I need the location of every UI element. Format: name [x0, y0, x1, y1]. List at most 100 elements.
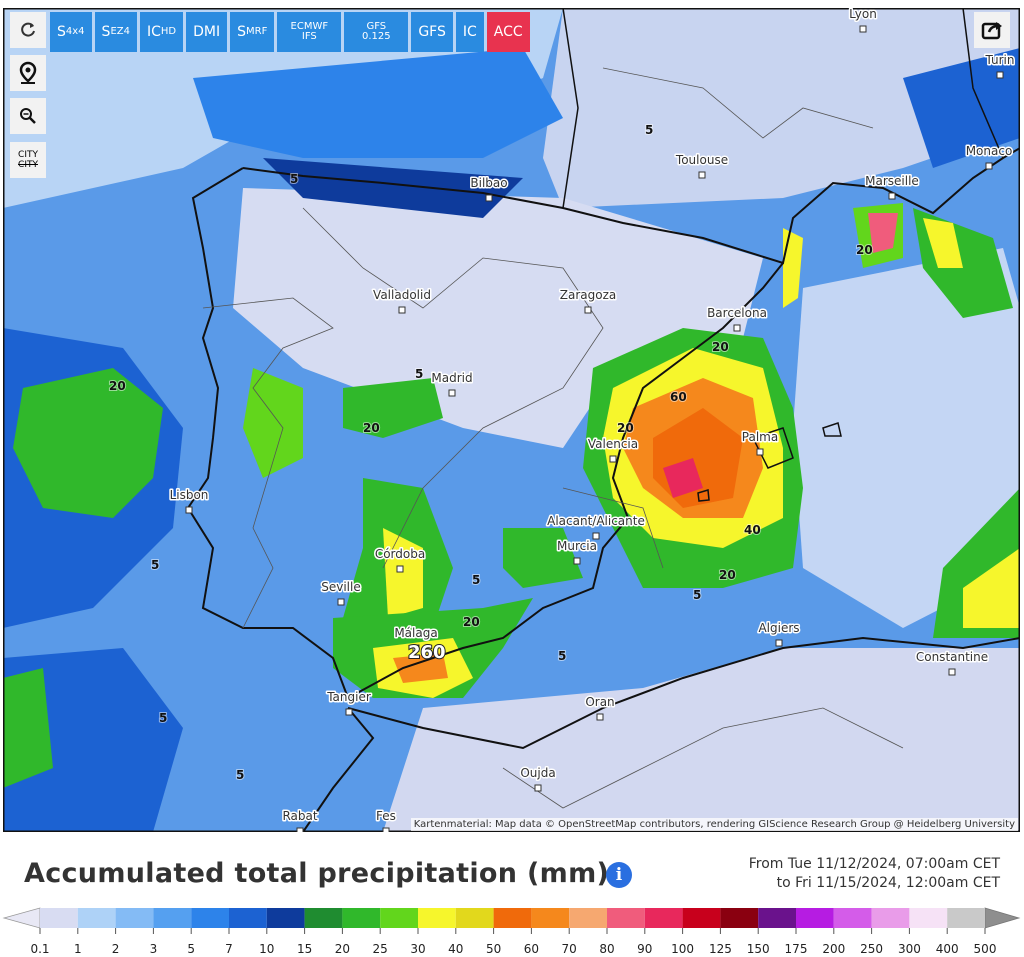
- contour-label: 5: [472, 573, 480, 587]
- info-button[interactable]: i: [606, 862, 632, 888]
- city-marker: [448, 389, 456, 397]
- legend-swatch: [720, 908, 759, 928]
- legend-label: 30: [410, 942, 425, 956]
- contour-label: 5: [290, 172, 298, 186]
- model-button[interactable]: GFS: [411, 12, 453, 52]
- contour-label: 20: [363, 421, 380, 435]
- model-button[interactable]: GFS 0.125: [344, 12, 409, 52]
- legend-label: 15: [297, 942, 312, 956]
- city-label: Lyon: [849, 8, 877, 21]
- city-marker: [609, 455, 617, 463]
- city-marker: [573, 557, 581, 565]
- city-label: Murcia: [557, 539, 597, 553]
- city-marker: [888, 192, 896, 200]
- legend-label: 40: [448, 942, 463, 956]
- model-button[interactable]: IC HD: [139, 12, 184, 52]
- zoom-out-button[interactable]: [10, 98, 46, 134]
- contour-label: 5: [645, 123, 653, 137]
- model-button[interactable]: DMI: [186, 12, 228, 52]
- city-label: Zaragoza: [560, 288, 616, 302]
- city-toggle-off: CITY: [18, 160, 38, 170]
- legend-swatch: [342, 908, 381, 928]
- legend-label: 80: [599, 942, 614, 956]
- legend-swatch: [418, 908, 456, 928]
- legend-swatch: [871, 908, 910, 928]
- city-marker: [948, 668, 956, 676]
- legend-swatch: [569, 908, 607, 928]
- model-name: S: [237, 23, 246, 40]
- city-marker: [775, 639, 783, 647]
- city-toggle-on: CITY: [18, 150, 38, 160]
- model-sub: EZ4: [110, 25, 130, 37]
- model-name: ECMWF IFS: [290, 20, 329, 42]
- contour-label: 5: [236, 768, 244, 782]
- legend-swatch: [153, 908, 192, 928]
- city-marker: [859, 25, 867, 33]
- city-label: Valladolid: [373, 288, 431, 302]
- city-label: Fes: [376, 809, 396, 823]
- refresh-button[interactable]: [10, 12, 46, 48]
- legend-label: 5: [187, 942, 195, 956]
- legend-label: 500: [974, 942, 997, 956]
- location-button[interactable]: [10, 55, 46, 91]
- legend-swatch: [758, 908, 796, 928]
- legend-swatch: [607, 908, 645, 928]
- city-label: Málaga: [394, 626, 437, 640]
- contour-label: 20: [719, 568, 736, 582]
- legend-label: 3: [150, 942, 158, 956]
- contour-label: 5: [693, 588, 701, 602]
- city-label: Madrid: [431, 371, 472, 385]
- city-marker: [592, 532, 600, 540]
- city-marker: [985, 162, 993, 170]
- model-name: GFS 0.125: [362, 20, 391, 42]
- legend-swatch: [644, 908, 683, 928]
- model-button[interactable]: IC: [455, 12, 484, 52]
- city-label: Palma: [742, 430, 778, 444]
- model-button[interactable]: S 4x4: [50, 12, 92, 52]
- legend-label: 25: [373, 942, 388, 956]
- legend-swatch: [77, 908, 116, 928]
- city-label: Oran: [585, 695, 614, 709]
- contour-label: 5: [159, 711, 167, 725]
- contour-label: 20: [109, 379, 126, 393]
- city-label: Bilbao: [470, 176, 507, 190]
- legend-swatch: [682, 908, 721, 928]
- map: Lyon Turin Monaco Toulouse Bilbao Marseille Va…: [3, 8, 1020, 832]
- city-label: Valencia: [588, 437, 638, 451]
- model-button[interactable]: ACC: [486, 12, 530, 52]
- city-marker: [185, 506, 193, 514]
- city-label: Córdoba: [375, 547, 425, 561]
- legend-low-arrow: [2, 907, 41, 929]
- legend-swatch: [266, 908, 305, 928]
- period-from: From Tue 11/12/2024, 07:00am CET: [748, 856, 1000, 872]
- model-sub: 4x4: [65, 25, 85, 37]
- legend-label: 2: [112, 942, 120, 956]
- contour-label: 5: [415, 367, 423, 381]
- legend-swatch: [796, 908, 834, 928]
- model-sub: HD: [160, 25, 177, 37]
- city-marker: [337, 598, 345, 606]
- model-name: DMI: [193, 23, 221, 40]
- city-label: Barcelona: [707, 306, 767, 320]
- contour-label: 5: [151, 558, 159, 572]
- model-button[interactable]: S EZ4: [94, 12, 137, 52]
- city-label: Constantine: [916, 650, 988, 664]
- city-toggle[interactable]: CITY CITY: [10, 142, 46, 178]
- legend-label: 70: [562, 942, 577, 956]
- legend-swatch: [455, 908, 494, 928]
- legend-scale: 0.1 1 2 3 5 7 10 15 20 25 30 40 50 60 70 80 90 100 125 150 1…: [2, 907, 1021, 956]
- legend-swatch: [531, 908, 570, 928]
- legend-title: Accumulated total precipitation (mm): [24, 858, 610, 889]
- city-marker: [382, 827, 390, 832]
- model-button[interactable]: S MRF: [230, 12, 275, 52]
- contour-label: 20: [463, 615, 480, 629]
- period: From Tue 11/12/2024, 07:00am CET to Fri …: [749, 855, 1000, 893]
- attribution: Kartenmaterial: Map data © OpenStreetMap…: [410, 818, 1018, 831]
- city-marker: [996, 71, 1004, 79]
- legend-label: 175: [785, 942, 808, 956]
- city-marker: [733, 324, 741, 332]
- city-label: Rabat: [282, 809, 317, 823]
- share-button[interactable]: [974, 12, 1010, 48]
- model-button[interactable]: ECMWF IFS: [277, 12, 342, 52]
- legend-label: 100: [671, 942, 694, 956]
